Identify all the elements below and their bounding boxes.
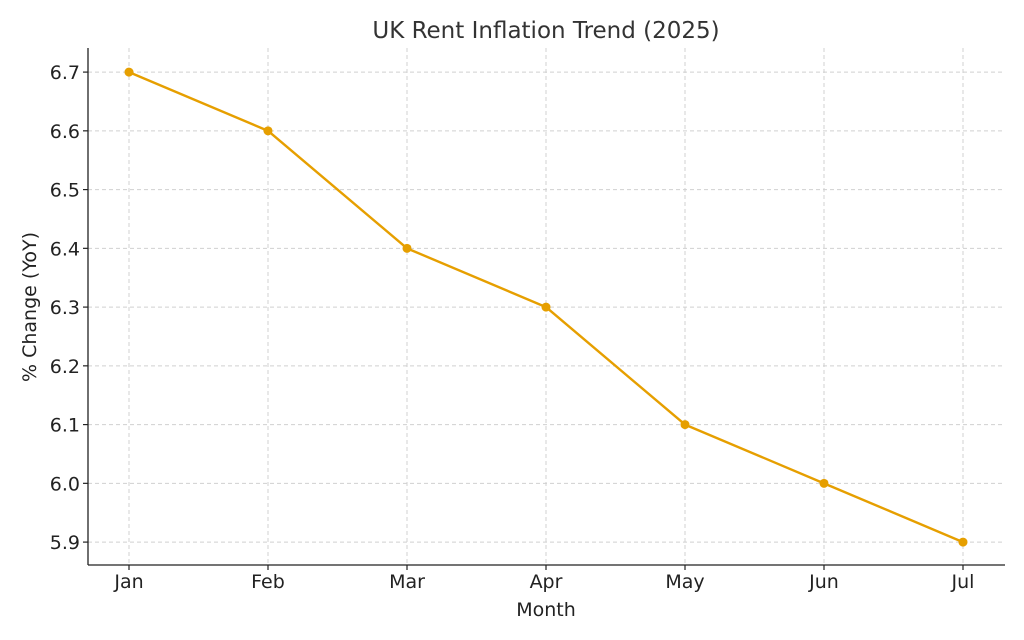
- y-tick-label: 6.5: [50, 180, 80, 202]
- data-point: [819, 478, 829, 488]
- data-point: [402, 243, 412, 253]
- series-line: [124, 67, 968, 547]
- y-tick-label: 6.6: [50, 121, 80, 143]
- y-tick-label: 6.3: [50, 297, 80, 319]
- x-tick-label: Feb: [251, 571, 285, 593]
- grid: [88, 48, 1005, 565]
- data-point: [541, 302, 551, 312]
- data-point: [680, 420, 690, 430]
- x-tick-label: Mar: [389, 571, 425, 593]
- data-point: [124, 67, 134, 77]
- x-tick-label: May: [665, 571, 704, 593]
- y-tick-label: 6.1: [50, 415, 80, 437]
- y-tick-label: 6.2: [50, 356, 80, 378]
- y-tick-label: 6.4: [50, 238, 80, 260]
- y-tick-label: 5.9: [50, 532, 80, 554]
- y-tick-label: 6.0: [50, 473, 80, 495]
- x-axis-label: Month: [516, 599, 576, 621]
- chart-title: UK Rent Inflation Trend (2025): [372, 18, 719, 44]
- data-point: [958, 537, 968, 547]
- y-axis-ticks: 5.9 6.0 6.1 6.2 6.3 6.4 6.5 6.6 6.7: [50, 62, 88, 554]
- x-tick-label: Apr: [530, 571, 563, 593]
- x-tick-label: Jul: [951, 571, 975, 593]
- y-axis-label: % Change (YoY): [19, 232, 41, 382]
- x-axis-ticks: Jan Feb Mar Apr May Jun Jul: [113, 565, 974, 593]
- data-point: [263, 126, 273, 136]
- y-tick-label: 6.7: [50, 62, 80, 84]
- x-tick-label: Jun: [808, 571, 839, 593]
- x-tick-label: Jan: [113, 571, 143, 593]
